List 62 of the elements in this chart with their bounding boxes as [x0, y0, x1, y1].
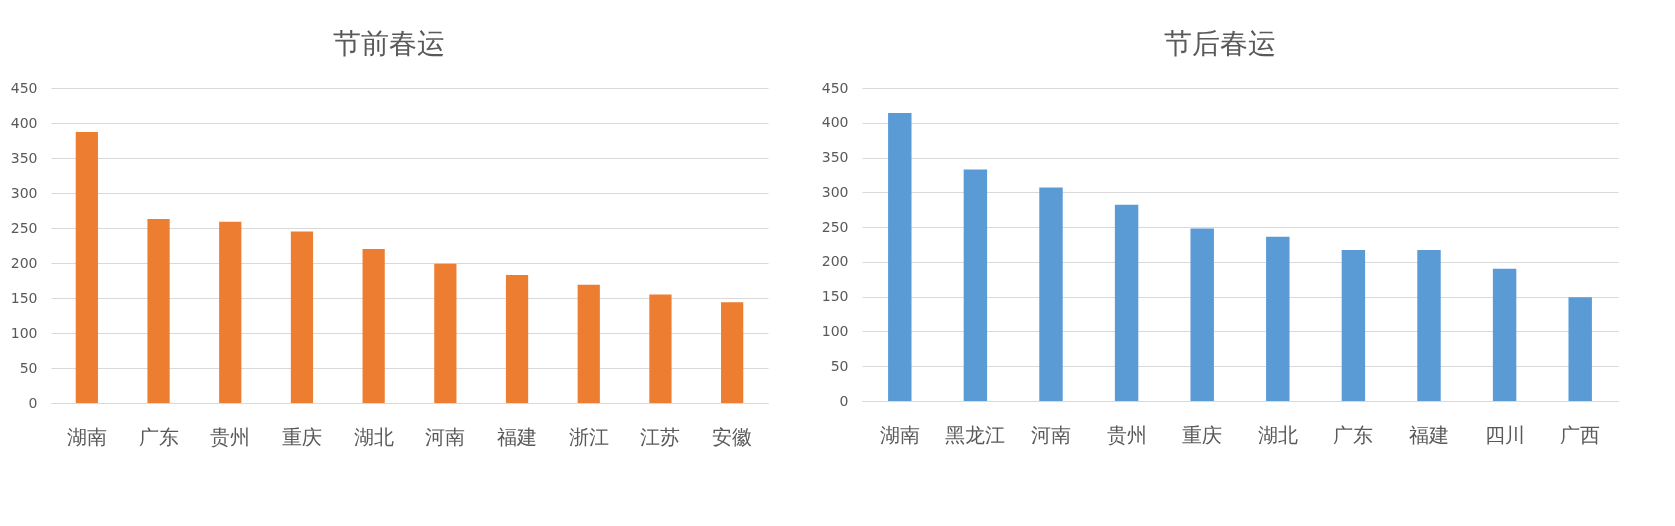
x-tick-label: 广东 [1333, 423, 1374, 446]
y-tick-label: 100 [821, 322, 849, 339]
y-tick-label: 50 [19, 359, 38, 376]
bar [505, 274, 529, 403]
y-tick-label: 100 [10, 324, 38, 341]
y-tick-label: 150 [10, 289, 38, 306]
x-tick-label: 河南 [1031, 423, 1071, 446]
bar [75, 132, 98, 403]
x-tick-label: 河南 [425, 425, 466, 448]
y-tick-label: 50 [830, 357, 849, 374]
y-tick-label: 450 [10, 79, 38, 96]
x-tick-label: 四川 [1484, 423, 1525, 446]
y-tick-label: 350 [821, 149, 849, 166]
x-tick-label: 浙江 [568, 425, 609, 448]
bar [1266, 236, 1290, 401]
x-tick-label: 湖北 [1257, 423, 1298, 446]
bar [721, 302, 744, 403]
bar [219, 221, 242, 403]
bar [1190, 228, 1214, 401]
y-tick-label: 250 [10, 219, 38, 236]
bar [147, 218, 170, 403]
y-tick-label: 450 [821, 79, 849, 96]
x-tick-label: 贵州 [1106, 423, 1147, 446]
chart-title: 节前春运 [333, 28, 446, 59]
bar [577, 284, 600, 403]
x-tick-label: 湖南 [879, 423, 920, 446]
bar [1039, 187, 1063, 401]
y-tick-label: 200 [821, 253, 849, 270]
x-tick-label: 福建 [1409, 423, 1449, 446]
bar [1568, 297, 1592, 401]
x-tick-label: 江苏 [640, 425, 681, 448]
x-tick-label: 黑龙江 [945, 423, 1006, 446]
bar [434, 263, 457, 403]
x-tick-label: 湖南 [66, 425, 107, 448]
y-tick-label: 350 [10, 149, 38, 166]
y-tick-label: 200 [10, 254, 38, 271]
y-tick-label: 150 [821, 288, 849, 305]
bar [649, 294, 672, 403]
y-tick-label: 0 [839, 392, 849, 409]
x-tick-label: 安徽 [712, 425, 753, 448]
x-tick-label: 福建 [497, 425, 538, 448]
x-tick-label: 重庆 [1182, 423, 1223, 446]
y-tick-label: 300 [821, 183, 849, 200]
x-tick-label: 广东 [138, 425, 179, 448]
bar [1417, 250, 1441, 401]
y-tick-label: 400 [10, 114, 38, 131]
bar [1341, 250, 1366, 401]
bar [963, 169, 988, 401]
chart-title: 节后春运 [1163, 28, 1276, 59]
x-tick-label: 贵州 [210, 425, 251, 448]
bar [888, 113, 912, 401]
x-tick-label: 广西 [1560, 423, 1601, 446]
bar [1114, 204, 1139, 401]
bar [290, 231, 314, 403]
y-tick-label: 400 [821, 114, 849, 131]
y-tick-label: 300 [10, 184, 38, 201]
x-tick-label: 湖北 [353, 425, 394, 448]
bar [362, 249, 385, 403]
y-tick-label: 250 [821, 218, 849, 235]
x-tick-label: 重庆 [281, 425, 322, 448]
y-tick-label: 0 [28, 394, 38, 411]
bar [1492, 268, 1517, 401]
